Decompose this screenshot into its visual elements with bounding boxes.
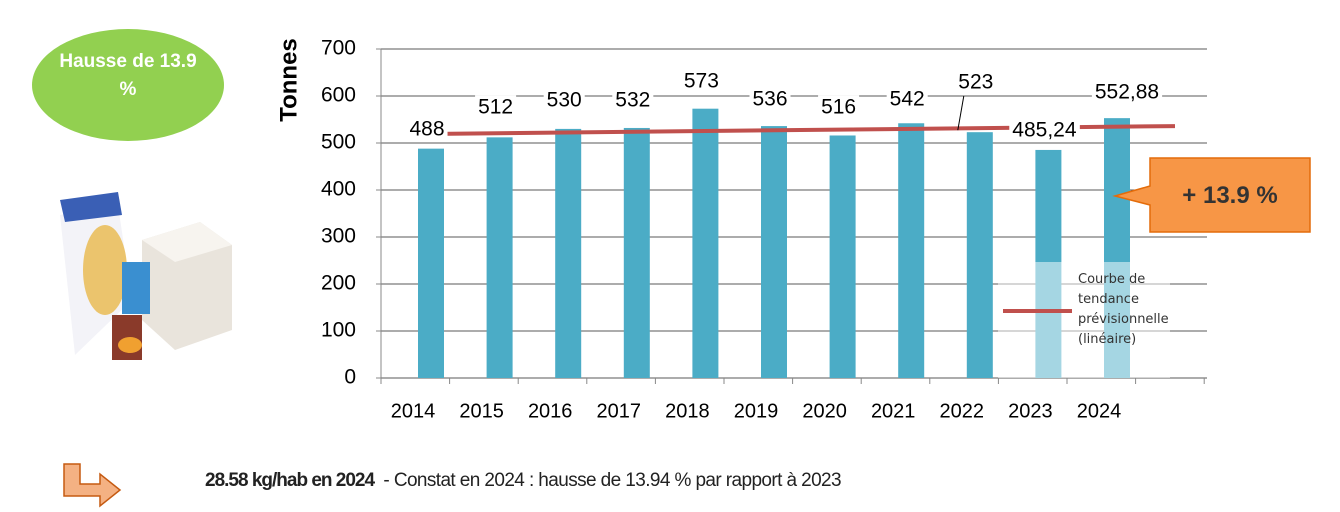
label-leader: [957, 95, 965, 131]
product-image: [60, 192, 232, 360]
y-tick-label: 700: [321, 37, 356, 60]
data-label: 530: [547, 89, 582, 112]
x-tick-label: 2022: [940, 400, 985, 422]
bar: [418, 148, 444, 378]
data-label-bg: [955, 70, 997, 94]
footer: 28.58 kg/hab en 2024 - Constat en 2024 :…: [205, 470, 842, 492]
bar: [829, 135, 856, 378]
data-label-bg: [818, 95, 860, 119]
data-label: 542: [890, 88, 925, 111]
data-label-bg: [543, 88, 585, 112]
data-label: 532: [615, 89, 650, 112]
bar: [898, 123, 925, 378]
bar: [966, 132, 993, 378]
data-label: 523: [958, 71, 993, 94]
x-tick-label: 2017: [597, 400, 642, 422]
bar: [692, 108, 719, 378]
data-label-bg: [680, 69, 722, 93]
legend-label: Courbe de tendance prévisionnelle (linéa…: [1078, 272, 1169, 347]
bar: [486, 137, 513, 378]
y-tick-label: 500: [321, 131, 356, 154]
data-label: 512: [478, 96, 513, 119]
data-label-bg: [612, 88, 654, 112]
footer-text: - Constat en 2024 : hausse de 13.94 % pa…: [383, 470, 841, 491]
y-tick-label: 100: [321, 319, 356, 342]
data-label: 516: [821, 96, 856, 119]
data-label-bg: [886, 87, 928, 111]
y-tick-label: 400: [321, 178, 356, 201]
y-tick-label: 300: [321, 225, 356, 248]
x-tick-label: 2019: [734, 400, 779, 422]
bar: [761, 126, 787, 378]
data-label: 573: [684, 70, 719, 93]
footer-bold: 28.58 kg/hab en 2024: [205, 470, 375, 491]
y-tick-label: 0: [344, 366, 356, 389]
badge-shape: [32, 29, 224, 141]
y-tick-label: 200: [321, 272, 356, 295]
data-label: 536: [752, 88, 787, 111]
data-label-bg: [406, 117, 448, 141]
callout-shape: [1112, 157, 1311, 233]
data-label: 485,24: [1012, 119, 1077, 142]
legend-box: [998, 262, 1170, 378]
data-label-bg: [475, 95, 517, 119]
data-label-bg: [1009, 118, 1080, 142]
data-label: 488: [409, 118, 444, 141]
y-tick-label: 600: [321, 84, 356, 107]
callout-text: + 13.9 %: [1182, 182, 1278, 209]
bar: [555, 128, 582, 378]
x-tick-label: 2018: [665, 400, 710, 422]
footer-arrow-icon: [63, 463, 122, 508]
data-label-bg: [1091, 80, 1163, 104]
x-tick-label: 2015: [459, 400, 504, 422]
data-label: 552,88: [1095, 81, 1159, 104]
x-tick-label: 2020: [802, 400, 847, 422]
x-tick-label: 2016: [528, 400, 573, 422]
badge-text: Hausse de 13.9 %: [59, 51, 197, 100]
x-tick-label: 2014: [391, 400, 436, 422]
y-axis-title: Tonnes: [275, 38, 302, 122]
x-tick-label: 2024: [1077, 400, 1122, 422]
bar: [623, 127, 650, 379]
data-label-bg: [749, 87, 791, 111]
x-tick-label: 2021: [871, 400, 916, 422]
x-tick-label: 2023: [1008, 400, 1053, 422]
